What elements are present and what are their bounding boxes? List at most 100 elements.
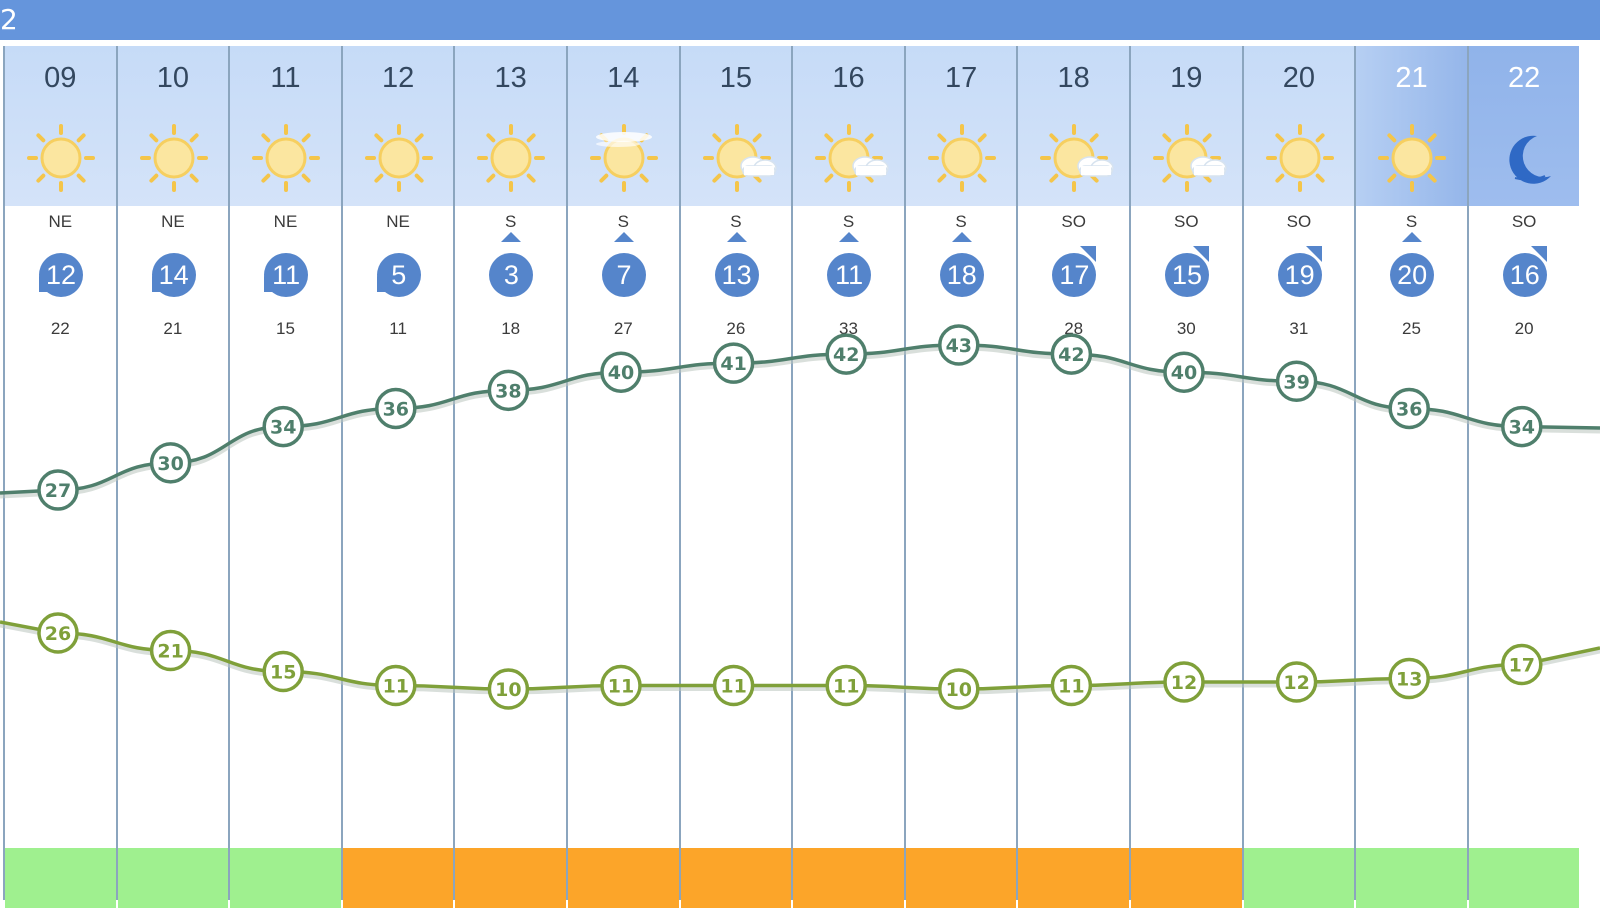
lower-point-label: 15 xyxy=(270,662,296,684)
index-strip-cell xyxy=(230,848,341,908)
index-strip-cell xyxy=(5,848,116,908)
upper-point: 42 xyxy=(825,333,867,375)
lower-point: 10 xyxy=(487,668,530,710)
upper-point-marker xyxy=(487,369,530,412)
lower-point-marker xyxy=(1050,664,1093,707)
lower-point-marker xyxy=(1275,661,1318,703)
hour-column[interactable]: 21 S 20 25 xyxy=(1354,46,1467,908)
lower-point: 17 xyxy=(1501,643,1543,686)
upper-point-marker xyxy=(712,342,755,384)
hour-column[interactable]: 14 S 7 27 xyxy=(566,46,679,908)
upper-point-marker xyxy=(149,442,192,484)
hour-column[interactable]: 20 SO 19 31 xyxy=(1241,46,1355,908)
index-strip-cell xyxy=(1468,848,1580,908)
upper-point: 39 xyxy=(1275,360,1318,402)
sun-cloud-icon xyxy=(702,124,777,192)
moon-icon xyxy=(1509,135,1551,184)
hour-column[interactable]: 19 SO 15 30 xyxy=(1129,46,1242,908)
lower-point: 13 xyxy=(1388,657,1430,700)
upper-line xyxy=(0,343,1600,495)
hour-column[interactable]: 22 SO 16 20 xyxy=(1466,46,1580,908)
upper-point-label: 36 xyxy=(1396,398,1422,420)
sun-icon xyxy=(1378,124,1447,192)
upper-point-marker xyxy=(600,351,642,393)
arrow-northeast-icon xyxy=(1530,246,1547,262)
upper-point-label: 34 xyxy=(270,417,296,439)
upper-point-label: 40 xyxy=(608,362,634,384)
hour-column[interactable]: 17 S 18 xyxy=(903,46,1017,908)
lower-point-label: 17 xyxy=(1509,655,1535,677)
upper-point-label: 27 xyxy=(45,480,71,502)
lower-point-marker xyxy=(1163,661,1205,703)
lower-point-marker xyxy=(375,664,417,707)
arrow-north-icon xyxy=(614,232,634,242)
hour-label: 21 xyxy=(1395,62,1428,94)
upper-point: 41 xyxy=(712,342,755,384)
upper-point-label: 42 xyxy=(1058,344,1084,366)
lower-point-label: 10 xyxy=(495,679,521,701)
upper-point-label: 30 xyxy=(157,453,183,475)
index-strip-cell xyxy=(1356,848,1467,908)
wind-speed-badge: 5 xyxy=(376,253,421,297)
hour-label: 22 xyxy=(1507,62,1541,94)
hour-label: 11 xyxy=(270,62,301,94)
lower-point-label: 21 xyxy=(157,641,183,663)
upper-point: 36 xyxy=(1388,387,1430,430)
sun-icon xyxy=(477,124,546,192)
lower-point-marker xyxy=(1388,657,1430,700)
index-strip-cell xyxy=(1131,848,1242,908)
upper-point-label: 39 xyxy=(1283,371,1309,393)
lower-point: 15 xyxy=(262,650,304,693)
hour-column[interactable]: 10 NE 14 21 xyxy=(115,46,229,908)
arrow-north-icon xyxy=(726,232,747,242)
arrow-north-icon xyxy=(951,232,972,242)
wind-speed-badge: 20 xyxy=(1390,253,1435,297)
upper-point-marker xyxy=(262,405,304,448)
wind-gust: 21 xyxy=(163,319,183,338)
wind-speed-badge: 3 xyxy=(489,253,534,297)
upper-point-label: 43 xyxy=(946,335,972,357)
wind-direction: S xyxy=(505,212,517,231)
wind-gust: 18 xyxy=(501,319,521,338)
wind-gust: 22 xyxy=(50,319,70,338)
wind-direction: NE xyxy=(386,212,410,231)
upper-point: 30 xyxy=(149,442,192,484)
wind-gust: 27 xyxy=(613,319,633,338)
upper-point-label: 40 xyxy=(1171,362,1197,384)
sun-icon xyxy=(927,124,996,192)
lower-point-marker xyxy=(1501,643,1543,686)
upper-point-label: 42 xyxy=(833,344,859,366)
hour-column[interactable]: 18 SO 17 28 xyxy=(1016,46,1129,908)
sun-icon xyxy=(27,124,95,192)
hour-column[interactable]: 15 S 13 26 xyxy=(678,46,792,908)
wind-gust: 30 xyxy=(1176,319,1196,338)
wind-speed-badge: 14 xyxy=(151,253,196,297)
hour-column[interactable]: 13 S 3 18 xyxy=(453,46,566,908)
upper-point-label: 34 xyxy=(1509,417,1535,439)
wind-direction: SO xyxy=(1174,212,1199,231)
arrow-northeast-icon xyxy=(1193,246,1209,262)
upper-point-marker xyxy=(938,324,980,366)
hour-label: 09 xyxy=(44,62,77,94)
hour-column[interactable]: 16 S 11 33 xyxy=(791,46,904,908)
day-label: 2 xyxy=(0,3,18,36)
hour-label: 12 xyxy=(381,62,415,94)
lower-point: 26 xyxy=(37,612,79,654)
lower-point-label: 11 xyxy=(1058,676,1084,698)
index-strip-cell xyxy=(1018,848,1129,908)
lower-point: 11 xyxy=(712,664,755,707)
lower-point: 11 xyxy=(600,664,642,707)
hourly-forecast-grid: 09 NE 12 22 10 NE 14 21 11 NE 11 15 12 NE 5 11 13 S 3 18 14 S… xyxy=(0,46,1600,908)
hour-column[interactable]: 11 NE 11 15 xyxy=(228,46,341,908)
sun-cloud-icon xyxy=(1040,124,1115,192)
lower-line-shadow xyxy=(0,622,1600,695)
hour-column[interactable]: 09 NE 12 22 xyxy=(3,46,116,908)
wind-gust: 20 xyxy=(1514,319,1534,338)
sun-haze-icon xyxy=(590,124,658,192)
lower-point-label: 11 xyxy=(833,676,859,698)
upper-point-marker xyxy=(37,469,79,511)
lower-point-marker xyxy=(600,664,642,707)
hour-column[interactable]: 12 NE 5 11 xyxy=(340,46,454,908)
sun-cloud-icon xyxy=(1153,124,1227,192)
